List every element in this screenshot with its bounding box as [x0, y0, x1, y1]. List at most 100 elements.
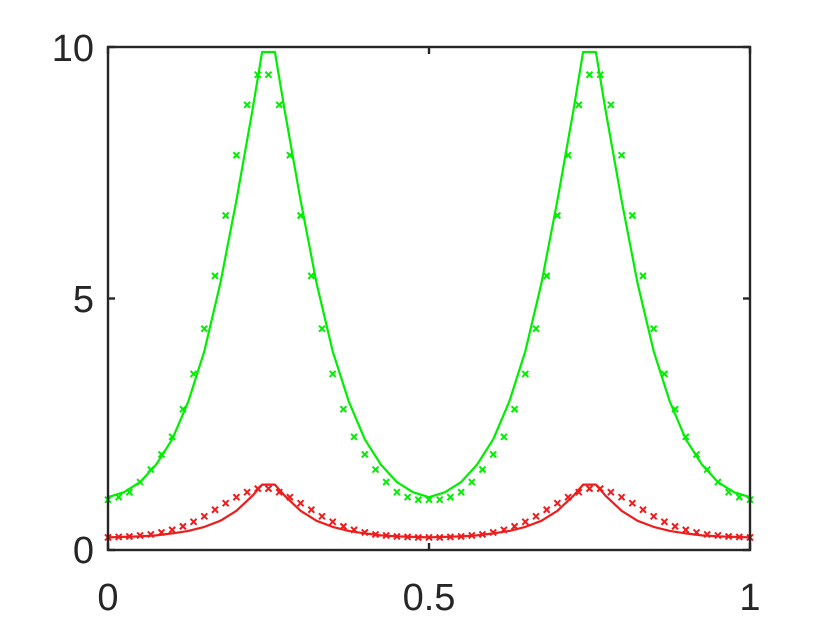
series-3-marker — [510, 522, 519, 531]
series-3-marker — [425, 533, 433, 542]
series-3-marker — [371, 530, 380, 539]
series-3-marker — [254, 484, 262, 493]
series-1-marker — [125, 488, 134, 496]
series-3-marker — [457, 532, 465, 541]
series-3-marker — [714, 531, 722, 540]
series-3-marker — [157, 528, 166, 537]
series-1-marker — [221, 211, 230, 220]
series-1-marker — [671, 405, 679, 413]
series-3-marker — [243, 488, 251, 496]
series-0-line — [107, 50, 751, 499]
series-3-marker — [596, 484, 604, 493]
series-3-marker — [660, 518, 669, 526]
series-3-marker — [179, 522, 187, 531]
y-tick-label-2: 10 — [52, 28, 94, 70]
series-1-marker — [628, 211, 637, 220]
series-1-marker — [200, 324, 209, 333]
series-1-marker — [318, 324, 326, 333]
series-3-marker — [682, 526, 690, 534]
series-1-marker — [692, 450, 701, 459]
series-3-marker — [168, 526, 176, 534]
series-1-marker — [724, 488, 733, 496]
series-3-marker — [328, 518, 337, 526]
series-1-marker — [735, 493, 743, 501]
series-3-marker — [275, 488, 283, 496]
series-1-marker — [393, 488, 401, 496]
series-1-marker — [243, 101, 251, 109]
series-3-marker — [724, 532, 733, 541]
series-3-marker — [339, 522, 348, 531]
series-3-marker — [125, 532, 134, 541]
series-3-marker — [136, 531, 144, 540]
series-1-marker — [660, 370, 669, 378]
series-3-marker — [521, 518, 530, 526]
series-1-marker — [361, 450, 369, 459]
series-3-marker — [264, 484, 273, 493]
series-1-marker — [436, 495, 444, 504]
series-1-marker — [703, 465, 711, 474]
series-3-marker — [553, 499, 562, 507]
series-3-marker — [692, 528, 701, 537]
series-3-marker — [147, 530, 155, 539]
y-tick-label-1: 5 — [73, 279, 94, 321]
series-3-marker — [735, 533, 743, 541]
series-3-marker — [478, 530, 487, 539]
series-3-marker — [211, 506, 219, 514]
series-1-marker — [115, 493, 123, 501]
series-3-marker — [189, 518, 198, 526]
series-3-marker — [585, 484, 594, 493]
series-3-marker — [542, 506, 551, 514]
series-1-marker — [500, 433, 508, 441]
plot-area — [104, 50, 754, 542]
series-3-marker — [403, 533, 412, 541]
series-3-marker — [318, 512, 326, 521]
series-1-marker — [371, 465, 380, 474]
series-3-marker — [361, 528, 369, 537]
series-1-marker — [585, 70, 594, 79]
series-1-marker — [457, 488, 465, 496]
series-3-marker — [393, 532, 401, 541]
series-1-marker — [286, 151, 294, 159]
series-1-marker — [414, 495, 422, 504]
series-3-marker — [575, 488, 583, 496]
series-3-marker — [607, 488, 615, 496]
series-1-marker — [254, 70, 262, 79]
series-3-marker — [115, 533, 123, 541]
series-1-marker — [446, 493, 455, 501]
series-1-marker — [168, 433, 176, 441]
series-3-marker — [414, 533, 422, 542]
x-tick-label-1: 0.5 — [403, 577, 456, 619]
series-3-marker — [286, 493, 294, 501]
series-1-marker — [607, 101, 615, 109]
series-1-marker — [147, 465, 155, 474]
series-1-marker — [682, 433, 690, 441]
series-1-marker — [232, 151, 241, 159]
y-tick-label-0: 0 — [73, 530, 94, 572]
series-1-marker — [468, 478, 476, 486]
series-3-marker — [468, 531, 476, 540]
series-1-markers — [104, 70, 754, 504]
series-1-marker — [639, 272, 647, 280]
series-1-marker — [425, 495, 433, 504]
series-1-marker — [510, 405, 519, 413]
series-1-marker — [307, 272, 316, 280]
series-1-marker — [596, 70, 604, 79]
series-3-marker — [703, 530, 711, 539]
x-tick-label-0: 0 — [97, 577, 118, 619]
series-3-marker — [296, 499, 305, 507]
series-3-marker — [639, 506, 647, 514]
series-3-marker — [671, 522, 679, 531]
series-1-marker — [478, 465, 487, 474]
series-3-marker — [307, 506, 316, 514]
series-1-marker — [211, 272, 219, 280]
series-1-marker — [382, 478, 390, 486]
series-1-marker — [564, 151, 572, 159]
series-1-marker — [328, 370, 337, 378]
series-3-marker — [436, 533, 444, 542]
series-1-marker — [542, 272, 551, 280]
series-3-marker — [232, 493, 241, 501]
series-3-markers — [104, 484, 754, 542]
x-tick-label-2: 1 — [739, 577, 760, 619]
